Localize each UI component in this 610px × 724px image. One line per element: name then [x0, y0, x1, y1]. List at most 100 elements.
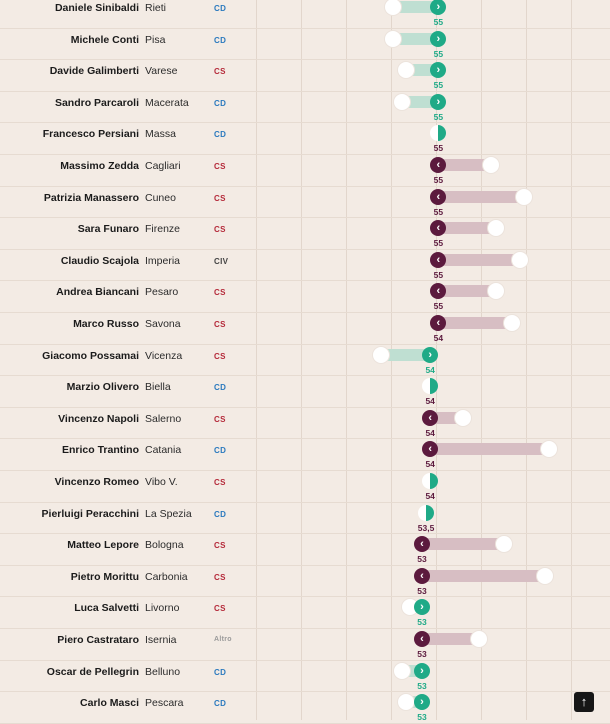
start-point — [385, 0, 402, 15]
city-name: Belluno — [145, 665, 181, 678]
mayor-name: Marco Russo — [73, 318, 139, 330]
table-row: Giacomo Possamai Vicenza CS › 54 — [0, 344, 610, 376]
start-point — [487, 220, 504, 237]
mayor-name: Carlo Masci — [80, 697, 139, 710]
city-name: Savona — [145, 318, 181, 330]
party-badge: CS — [214, 478, 226, 487]
table-row: Claudio Scajola Imperia CIV ‹ 55 — [0, 249, 610, 281]
party-badge: CD — [214, 699, 227, 709]
scroll-top-button[interactable]: ↑ — [574, 692, 594, 712]
mayor-name: Luca Salvetti — [74, 602, 139, 615]
row-divider — [0, 122, 610, 124]
city-name: Imperia — [145, 254, 181, 267]
mayor-name: Davide Galimberti — [49, 65, 139, 78]
unchanged-half-fill — [430, 378, 439, 395]
city-name: Salerno — [145, 412, 182, 425]
chevron-left-icon: ‹ — [430, 220, 447, 237]
value-label: 54 — [433, 333, 444, 343]
table-row: Andrea Biancani Pesaro CS ‹ 55 — [0, 280, 610, 312]
grid-line — [436, 0, 437, 720]
party-badge: CD — [214, 130, 227, 140]
change-bar — [438, 222, 496, 235]
table-row: Luca Salvetti Livorno CS › 53 — [0, 596, 610, 628]
chevron-right-icon: › — [422, 346, 439, 363]
mayor-name: Pietro Morittu — [70, 570, 139, 583]
start-point — [540, 441, 557, 458]
city-name: Pesaro — [145, 286, 179, 299]
row-divider — [0, 596, 610, 598]
start-point — [393, 662, 410, 679]
mayor-name: Massimo Zedda — [60, 160, 139, 172]
party-badge: CS — [214, 414, 226, 424]
chevron-left-icon: ‹ — [414, 536, 430, 553]
change-bar — [438, 285, 496, 298]
chevron-left-icon: ‹ — [430, 188, 447, 205]
mayor-name: Piero Castrataro — [57, 634, 139, 646]
city-name: Vibo V. — [145, 476, 178, 488]
mayor-name: Vincenzo Romeo — [54, 476, 139, 488]
chevron-left-icon: ‹ — [430, 251, 447, 268]
city-name: Macerata — [145, 96, 189, 109]
value-label: 54 — [425, 459, 435, 470]
party-badge: CD — [214, 35, 227, 45]
start-point — [454, 409, 471, 426]
start-point — [512, 251, 529, 268]
row-divider — [0, 185, 610, 187]
party-badge: Altro — [214, 636, 232, 643]
start-point — [516, 188, 533, 205]
table-row: Sara Funaro Firenze CS ‹ 55 — [0, 217, 610, 249]
grid-line — [481, 0, 482, 720]
table-row: Daniele Sinibaldi Rieti CD › 55 — [0, 0, 610, 28]
chevron-right-icon: › — [414, 662, 430, 679]
row-divider — [0, 406, 610, 408]
table-row: Pierluigi Peracchini La Spezia CD 53,5 — [0, 502, 610, 534]
mayor-name: Michele Conti — [70, 33, 139, 46]
chevron-right-icon: › — [430, 62, 447, 79]
table-row: Oscar de Pellegrin Belluno CD › 53 — [0, 660, 610, 692]
start-point — [393, 93, 410, 110]
mayor-name: Daniele Sinibaldi — [54, 2, 139, 14]
mayor-name: Patrizia Manassero — [43, 191, 139, 204]
city-name: Livorno — [145, 602, 180, 615]
row-divider — [0, 564, 610, 566]
party-badge: CS — [214, 320, 226, 329]
value-label: 53 — [417, 680, 427, 691]
change-bar — [438, 253, 521, 266]
mayor-name: Francesco Persiani — [42, 128, 139, 141]
mayor-name: Sandro Parcaroli — [54, 96, 139, 109]
party-badge: CS — [214, 351, 226, 361]
change-bar — [393, 32, 439, 45]
row-divider — [0, 154, 610, 155]
value-label: 55 — [433, 143, 444, 154]
start-point — [471, 631, 488, 647]
start-point — [483, 157, 500, 173]
city-name: Pescara — [145, 697, 184, 710]
table-row: Matteo Lepore Bologna CS ‹ 53 — [0, 533, 610, 565]
party-badge: CS — [214, 604, 226, 614]
table-row: Marzio Olivero Biella CD 54 — [0, 375, 610, 407]
grid-line — [301, 0, 302, 720]
row-divider — [0, 533, 610, 535]
value-label: 55 — [433, 206, 444, 217]
party-badge: CD — [214, 383, 227, 393]
change-bar — [430, 411, 463, 424]
mayor-name: Oscar de Pellegrin — [46, 665, 139, 678]
change-bar — [401, 95, 439, 108]
value-label: 54 — [425, 427, 435, 438]
value-label: 55 — [433, 80, 444, 91]
change-bar — [381, 348, 431, 361]
value-label: 55 — [433, 111, 444, 122]
chevron-right-icon: › — [414, 694, 430, 711]
value-label: 55 — [433, 301, 444, 312]
table-row: Massimo Zedda Cagliari CS ‹ 55 — [0, 154, 610, 186]
party-badge: CIV — [214, 256, 229, 266]
change-bar — [438, 317, 512, 329]
value-label: 54 — [425, 364, 435, 375]
chevron-left-icon: ‹ — [430, 315, 447, 331]
table-row: Marco Russo Savona CS ‹ 54 — [0, 312, 610, 344]
value-label: 55 — [433, 48, 444, 59]
party-badge: CS — [214, 572, 226, 582]
party-badge: CD — [214, 98, 227, 108]
start-point — [487, 283, 504, 300]
start-point — [401, 599, 418, 616]
